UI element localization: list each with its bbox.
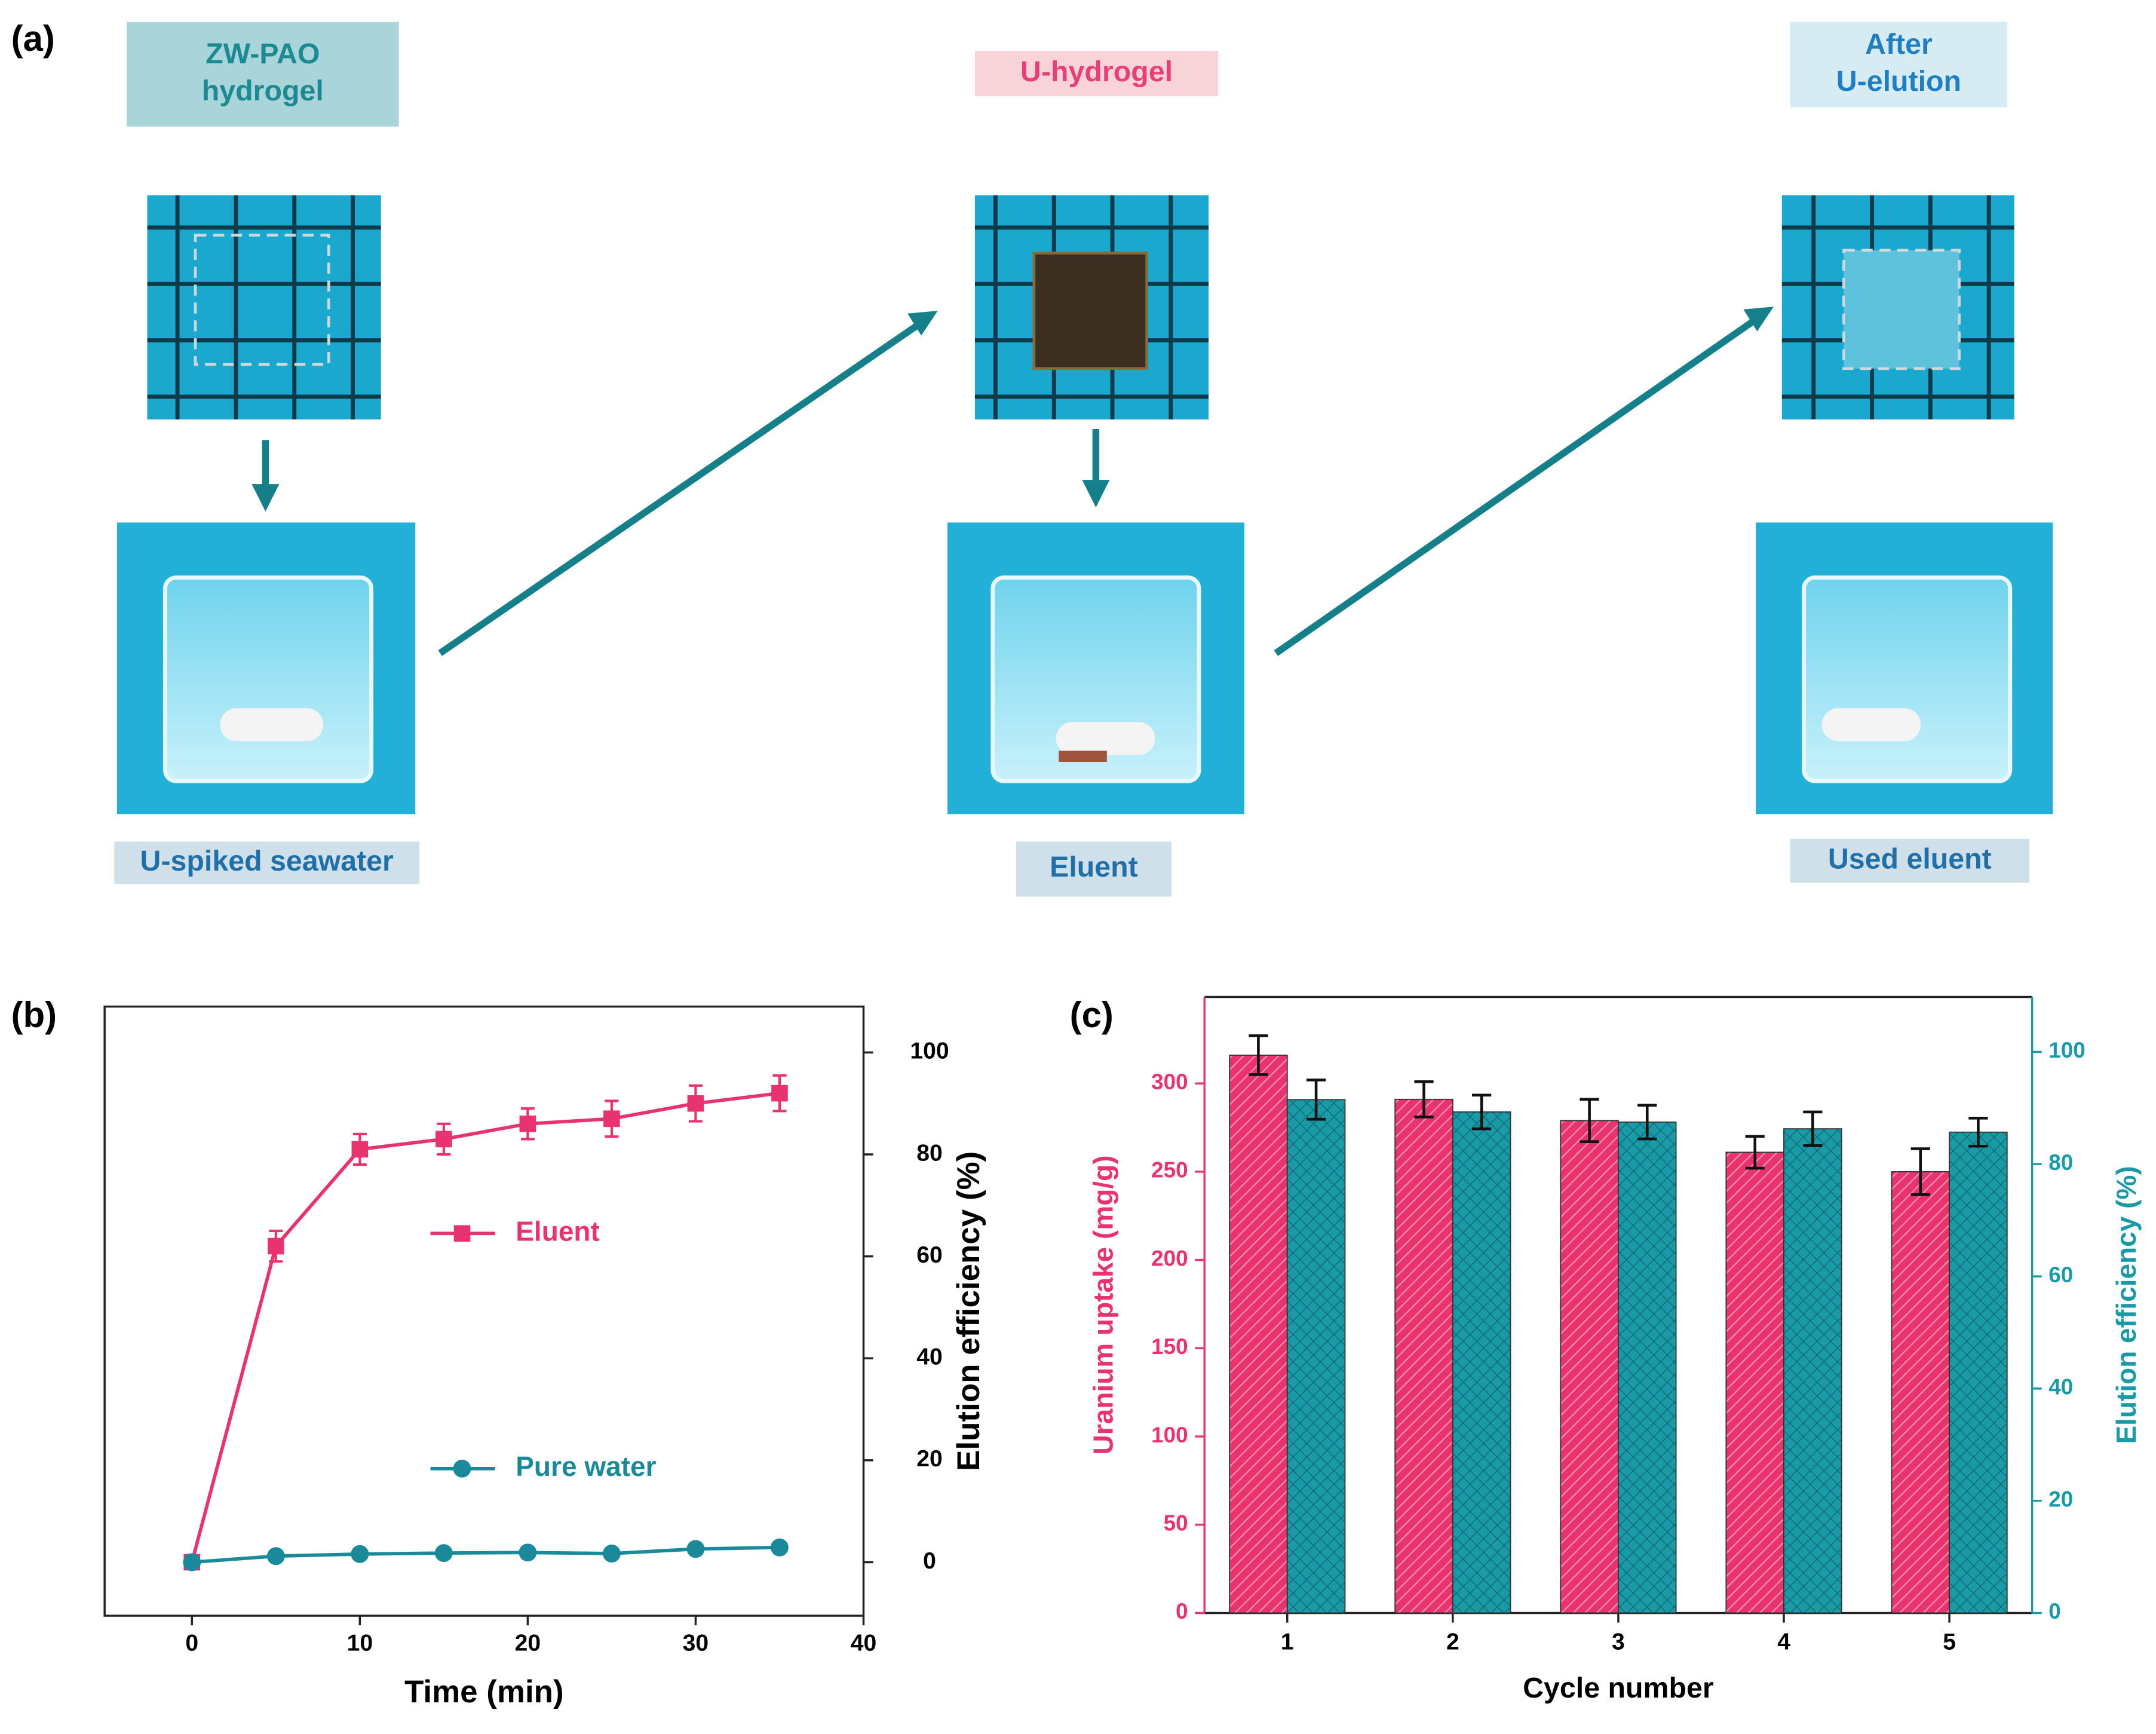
- marker: [351, 1141, 369, 1158]
- photo-label: Used eluent: [1828, 843, 1992, 875]
- y-tick-label: 20: [916, 1446, 943, 1472]
- photo-label: hydrogel: [202, 75, 324, 107]
- x-tick-label: 2: [1446, 1629, 1459, 1655]
- error-bar: [1803, 1110, 1823, 1147]
- x-tick-label: 20: [515, 1631, 541, 1656]
- y2-tick-label: 100: [2048, 1038, 2085, 1062]
- marker: [183, 1553, 201, 1571]
- error-bar: [1414, 1080, 1434, 1119]
- marker: [771, 1084, 788, 1102]
- marker: [434, 1544, 453, 1563]
- y2-tick-label: 60: [2048, 1263, 2073, 1287]
- y2-tick-label: 80: [2048, 1150, 2073, 1175]
- y-tick-label: 80: [916, 1140, 943, 1166]
- y-tick-label: 100: [1151, 1423, 1188, 1447]
- y2-axis-label: Elution efficiency (%): [2111, 1166, 2142, 1444]
- y-tick-label: 0: [923, 1548, 936, 1574]
- bar: [1286, 1099, 1346, 1614]
- y-tick-label: 250: [1151, 1158, 1188, 1182]
- error-bar: [1249, 1034, 1268, 1076]
- bar: [1394, 1098, 1453, 1614]
- marker: [519, 1543, 537, 1562]
- marker: [519, 1116, 536, 1132]
- x-axis-label: Time (min): [404, 1674, 564, 1710]
- marker: [266, 1547, 285, 1565]
- y-tick-label: 200: [1151, 1246, 1188, 1270]
- panel-label: (b): [11, 995, 57, 1035]
- bar: [1560, 1120, 1619, 1614]
- y-tick-label: 150: [1151, 1334, 1188, 1359]
- x-tick-label: 5: [1943, 1629, 1956, 1655]
- error-bar: [1745, 1135, 1765, 1170]
- series-line: [190, 1091, 780, 1563]
- legend-marker: [453, 1459, 471, 1478]
- error-bar: [1637, 1104, 1657, 1141]
- y-axis-label: Uranium uptake (mg/g): [1088, 1155, 1119, 1454]
- y-tick-label: 300: [1151, 1070, 1188, 1094]
- bar: [1891, 1171, 1950, 1614]
- y-tick-label: 100: [910, 1038, 949, 1064]
- y-axis-label: Elution efficiency (%): [951, 1151, 986, 1471]
- label-box: [114, 841, 420, 884]
- error-bar: [1580, 1098, 1599, 1144]
- legend-label: Eluent: [516, 1215, 600, 1246]
- x-tick-label: 3: [1612, 1629, 1625, 1655]
- photo-label: U-spiked seawater: [140, 845, 394, 877]
- error-bar: [1910, 1147, 1930, 1196]
- label-box: [974, 51, 1219, 97]
- panel-a-photos: [116, 195, 2053, 814]
- photo-label: ZW-PAO: [206, 38, 320, 70]
- y2-tick-label: 20: [2048, 1487, 2073, 1511]
- photo-label: U-elution: [1836, 65, 1961, 97]
- error-bar: [1968, 1116, 1988, 1148]
- y-tick-label: 0: [1176, 1599, 1188, 1623]
- legend-label: Pure water: [516, 1451, 656, 1482]
- plot-frame: [103, 1005, 865, 1617]
- series-line: [192, 1545, 780, 1564]
- x-tick-label: 0: [185, 1631, 198, 1656]
- x-axis-label: Cycle number: [1523, 1672, 1714, 1704]
- photo-label: Eluent: [1050, 851, 1138, 883]
- marker: [771, 1538, 789, 1557]
- y2-tick-label: 40: [2048, 1375, 2073, 1399]
- marker: [687, 1095, 704, 1112]
- panel-label: (c): [1070, 995, 1114, 1035]
- bar: [1783, 1128, 1842, 1614]
- marker: [603, 1110, 620, 1128]
- marker: [436, 1131, 452, 1148]
- y2-tick-label: 0: [2048, 1599, 2060, 1623]
- bar: [1452, 1111, 1511, 1614]
- label-box: [1016, 841, 1171, 897]
- y-tick-label: 60: [916, 1242, 943, 1268]
- bar: [1725, 1151, 1784, 1614]
- bar: [1618, 1121, 1677, 1614]
- bar: [1949, 1131, 2008, 1614]
- marker: [602, 1545, 621, 1563]
- error-bar: [1306, 1079, 1326, 1121]
- marker: [686, 1540, 705, 1558]
- y-tick-label: 50: [1164, 1511, 1188, 1535]
- x-tick-label: 30: [683, 1631, 709, 1656]
- photo-label: After: [1865, 28, 1933, 60]
- label-box: [1790, 22, 2008, 108]
- x-tick-label: 40: [851, 1631, 877, 1656]
- x-tick-label: 10: [347, 1631, 373, 1656]
- marker: [268, 1237, 284, 1255]
- bar: [1229, 1055, 1288, 1614]
- x-tick-label: 1: [1281, 1629, 1294, 1655]
- photo-label: U-hydrogel: [1020, 56, 1173, 88]
- y-tick-label: 40: [916, 1344, 943, 1370]
- legend-marker: [453, 1225, 471, 1242]
- x-tick-label: 4: [1777, 1629, 1790, 1655]
- label-box: [1790, 838, 2030, 883]
- label-box: [126, 22, 399, 127]
- error-bar: [1472, 1093, 1492, 1131]
- panel-label: (a): [11, 19, 55, 59]
- marker: [351, 1545, 369, 1563]
